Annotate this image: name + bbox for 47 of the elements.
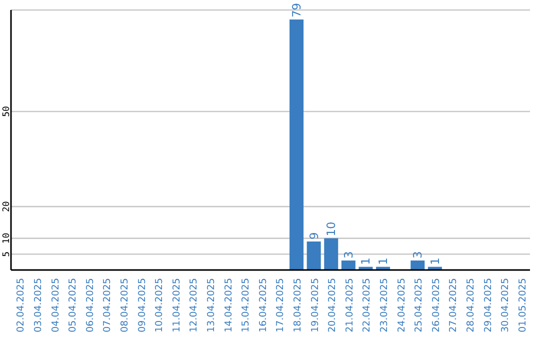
x-tick-label: 08.04.2025 (119, 278, 130, 332)
x-tick-label: 17.04.2025 (275, 278, 286, 332)
x-tick-label: 21.04.2025 (344, 278, 356, 332)
data-label: 1 (376, 258, 390, 265)
x-tick-label: 24.04.2025 (396, 278, 408, 332)
x-tick-label: 02.04.2025 (16, 278, 27, 332)
x-tick-label: 16.04.2025 (258, 278, 269, 332)
bar (290, 20, 304, 270)
data-label: 1 (358, 258, 373, 265)
y-tick-label: 5 (2, 251, 12, 257)
x-tick-label: 03.04.2025 (32, 278, 44, 332)
bar (306, 241, 321, 270)
x-tick-label: 14.04.2025 (223, 278, 234, 332)
data-label: 79 (290, 2, 304, 18)
x-tick-label: 07.04.2025 (102, 278, 114, 332)
data-label: 10 (324, 222, 338, 236)
data-label: 1 (428, 258, 442, 265)
data-label: 3 (410, 251, 425, 258)
x-tick-label: 25.04.2025 (414, 278, 425, 332)
bar (410, 260, 425, 270)
x-tick-label: 22.04.2025 (362, 278, 373, 332)
x-tick-label: 01.05.2025 (517, 278, 528, 332)
x-tick-label: 13.04.2025 (206, 278, 217, 332)
x-tick-label: 26.04.2025 (430, 278, 442, 332)
x-tick-label: 04.04.2025 (50, 278, 62, 332)
x-tick-label: 19.04.2025 (310, 278, 321, 332)
x-tick-label: 23.04.2025 (378, 278, 390, 332)
bar (324, 238, 338, 270)
x-tick-label: 10.04.2025 (154, 278, 166, 332)
y-tick-label: 10 (2, 232, 12, 244)
x-tick-label: 09.04.2025 (136, 278, 148, 332)
x-tick-label: 12.04.2025 (188, 278, 200, 332)
x-tick-label: 05.04.2025 (68, 278, 79, 332)
x-tick-label: 20.04.2025 (327, 278, 338, 332)
x-tick-label: 28.04.2025 (465, 278, 476, 332)
x-tick-label: 11.04.2025 (171, 278, 182, 332)
x-tick-label: 30.04.2025 (500, 278, 512, 332)
x-tick-label: 15.04.2025 (240, 278, 252, 332)
x-tick-label: 06.04.2025 (84, 278, 96, 332)
y-tick-label: 20 (2, 201, 12, 212)
data-label: 9 (306, 232, 321, 240)
x-tick-label: 18.04.2025 (292, 278, 304, 332)
x-tick-label: 27.04.2025 (448, 278, 460, 332)
x-tick-label: 29.04.2025 (482, 278, 494, 332)
data-label: 3 (341, 251, 356, 258)
y-tick-label: 50 (2, 106, 12, 117)
bar (341, 260, 356, 270)
